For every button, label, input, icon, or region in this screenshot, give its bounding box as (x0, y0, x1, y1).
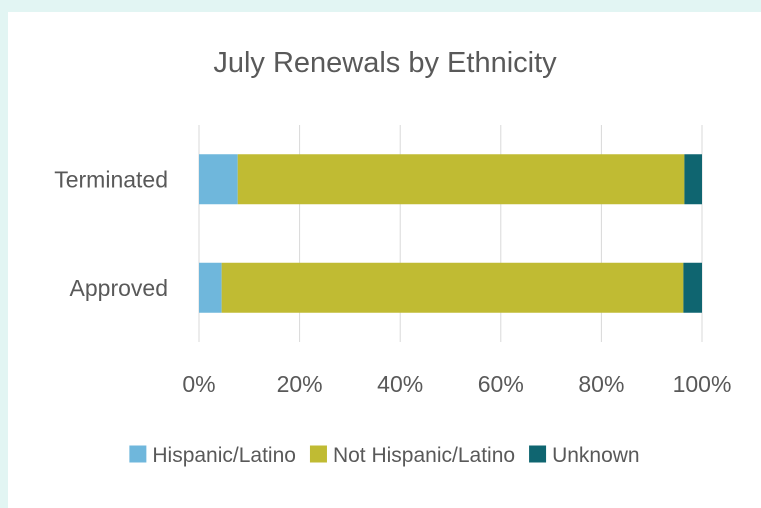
chart-title: July Renewals by Ethnicity (213, 47, 557, 79)
legend-label: Hispanic/Latino (152, 444, 296, 467)
stacked-bar-chart: July Renewals by Ethnicity Terminated App… (54, 47, 731, 467)
bar-segment (199, 262, 222, 313)
chart-panel: July Renewals by Ethnicity Terminated App… (8, 12, 761, 508)
category-labels: Terminated Approved (54, 166, 168, 301)
bar-segment (199, 154, 238, 205)
x-tick-label: 80% (578, 371, 624, 397)
legend-swatch (309, 445, 327, 463)
legend-swatch (129, 445, 147, 463)
x-tick-label: 40% (377, 371, 423, 397)
bars (199, 154, 702, 313)
bar-segment (237, 154, 685, 205)
x-tick-label: 100% (673, 371, 732, 397)
category-label: Approved (70, 275, 168, 301)
x-tick-label: 60% (478, 371, 524, 397)
legend-label: Unknown (552, 444, 640, 467)
bar-segment (221, 262, 684, 313)
bar-segment (683, 262, 702, 313)
x-tick-label: 0% (182, 371, 215, 397)
bar-segment (684, 154, 702, 205)
x-tick-label: 20% (277, 371, 323, 397)
legend-swatch (529, 445, 547, 463)
category-label: Terminated (54, 166, 168, 192)
x-tick-labels: 0% 20% 40% 60% 80% 100% (182, 371, 731, 397)
legend-label: Not Hispanic/Latino (333, 444, 515, 467)
legend: Hispanic/Latino Not Hispanic/Latino Unknow… (129, 444, 640, 467)
